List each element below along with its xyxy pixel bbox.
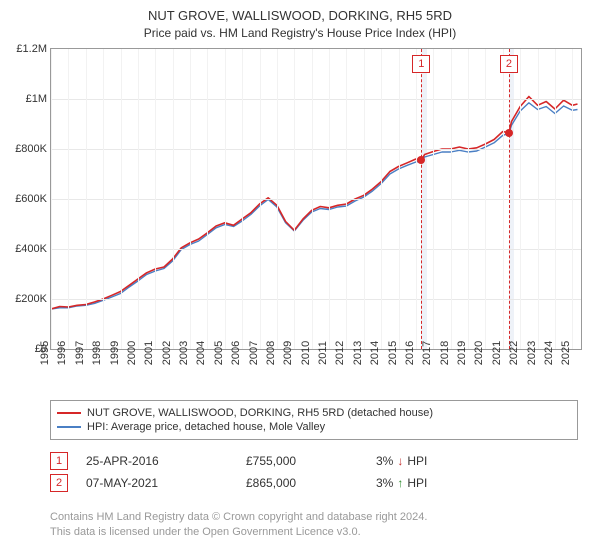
y-tick-label: £800K bbox=[15, 143, 47, 155]
x-tick-label: 2015 bbox=[386, 341, 398, 365]
x-tick-label: 2001 bbox=[143, 341, 155, 365]
x-tick-label: 2024 bbox=[543, 341, 555, 365]
sale-marker-1: 1 bbox=[50, 452, 68, 470]
legend-swatch-hpi bbox=[57, 426, 81, 428]
x-tick-label: 1996 bbox=[56, 341, 68, 365]
x-tick-label: 2002 bbox=[160, 341, 172, 365]
sale-dot bbox=[417, 156, 425, 164]
x-tick-label: 2000 bbox=[126, 341, 138, 365]
legend-label-property: NUT GROVE, WALLISWOOD, DORKING, RH5 5RD … bbox=[87, 407, 433, 419]
y-tick-label: £1.2M bbox=[16, 43, 47, 55]
chart-container: NUT GROVE, WALLISWOOD, DORKING, RH5 5RD … bbox=[0, 0, 600, 560]
sales-row-1: 1 25-APR-2016 £755,000 3% ↓ HPI bbox=[50, 452, 580, 470]
x-tick-label: 2006 bbox=[230, 341, 242, 365]
sale-marker-2: 2 bbox=[50, 474, 68, 492]
x-tick-label: 1997 bbox=[74, 341, 86, 365]
x-tick-label: 2004 bbox=[195, 341, 207, 365]
legend-item-hpi: HPI: Average price, detached house, Mole… bbox=[57, 421, 571, 433]
x-tick-label: 2003 bbox=[178, 341, 190, 365]
x-tick-label: 1998 bbox=[91, 341, 103, 365]
x-tick-label: 2012 bbox=[334, 341, 346, 365]
y-tick-label: £200K bbox=[15, 293, 47, 305]
plot-area: £0£200K£400K£600K£800K£1M£1.2M1995199619… bbox=[50, 48, 582, 350]
legend-swatch-property bbox=[57, 412, 81, 414]
sales-row-2: 2 07-MAY-2021 £865,000 3% ↑ HPI bbox=[50, 474, 580, 492]
x-tick-label: 1999 bbox=[108, 341, 120, 365]
x-tick-label: 2014 bbox=[369, 341, 381, 365]
x-tick-label: 2016 bbox=[404, 341, 416, 365]
sale-diff-1: 3% ↓ HPI bbox=[376, 454, 427, 468]
x-tick-label: 2023 bbox=[525, 341, 537, 365]
legend: NUT GROVE, WALLISWOOD, DORKING, RH5 5RD … bbox=[50, 400, 578, 440]
x-tick-label: 2013 bbox=[352, 341, 364, 365]
sale-price-2: £865,000 bbox=[246, 476, 376, 490]
sales-table: 1 25-APR-2016 £755,000 3% ↓ HPI 2 07-MAY… bbox=[50, 448, 580, 496]
chart-subtitle: Price paid vs. HM Land Registry's House … bbox=[0, 26, 600, 40]
x-tick-label: 2020 bbox=[473, 341, 485, 365]
y-tick-label: £600K bbox=[15, 193, 47, 205]
arrow-icon-1: ↓ bbox=[397, 454, 403, 468]
x-tick-label: 2018 bbox=[438, 341, 450, 365]
x-tick-label: 2005 bbox=[213, 341, 225, 365]
x-tick-label: 2007 bbox=[247, 341, 259, 365]
x-tick-label: 2011 bbox=[317, 341, 329, 365]
sale-diff-pct-2: 3% bbox=[376, 476, 393, 490]
arrow-icon-2: ↑ bbox=[397, 476, 403, 490]
legend-label-hpi: HPI: Average price, detached house, Mole… bbox=[87, 421, 325, 433]
footer-line-1: Contains HM Land Registry data © Crown c… bbox=[50, 510, 580, 525]
chart-area: £0£200K£400K£600K£800K£1M£1.2M1995199619… bbox=[50, 48, 580, 348]
sale-dot bbox=[505, 129, 513, 137]
chart-title: NUT GROVE, WALLISWOOD, DORKING, RH5 5RD bbox=[0, 8, 600, 23]
x-tick-label: 1995 bbox=[39, 341, 51, 365]
y-tick-label: £1M bbox=[26, 93, 47, 105]
x-tick-label: 2021 bbox=[491, 341, 503, 365]
event-marker: 2 bbox=[500, 55, 518, 73]
sale-date-1: 25-APR-2016 bbox=[86, 454, 246, 468]
x-tick-label: 2022 bbox=[508, 341, 520, 365]
sale-diff-2: 3% ↑ HPI bbox=[376, 476, 427, 490]
sale-diff-pct-1: 3% bbox=[376, 454, 393, 468]
x-tick-label: 2008 bbox=[265, 341, 277, 365]
event-marker: 1 bbox=[412, 55, 430, 73]
x-tick-label: 2010 bbox=[299, 341, 311, 365]
y-tick-label: £400K bbox=[15, 243, 47, 255]
x-tick-label: 2009 bbox=[282, 341, 294, 365]
legend-item-property: NUT GROVE, WALLISWOOD, DORKING, RH5 5RD … bbox=[57, 407, 571, 419]
footer-line-2: This data is licensed under the Open Gov… bbox=[50, 525, 580, 540]
sale-price-1: £755,000 bbox=[246, 454, 376, 468]
footer: Contains HM Land Registry data © Crown c… bbox=[50, 510, 580, 541]
x-tick-label: 2017 bbox=[421, 341, 433, 365]
sale-diff-label-1: HPI bbox=[407, 454, 427, 468]
sale-date-2: 07-MAY-2021 bbox=[86, 476, 246, 490]
x-tick-label: 2025 bbox=[560, 341, 572, 365]
sale-diff-label-2: HPI bbox=[407, 476, 427, 490]
x-tick-label: 2019 bbox=[456, 341, 468, 365]
